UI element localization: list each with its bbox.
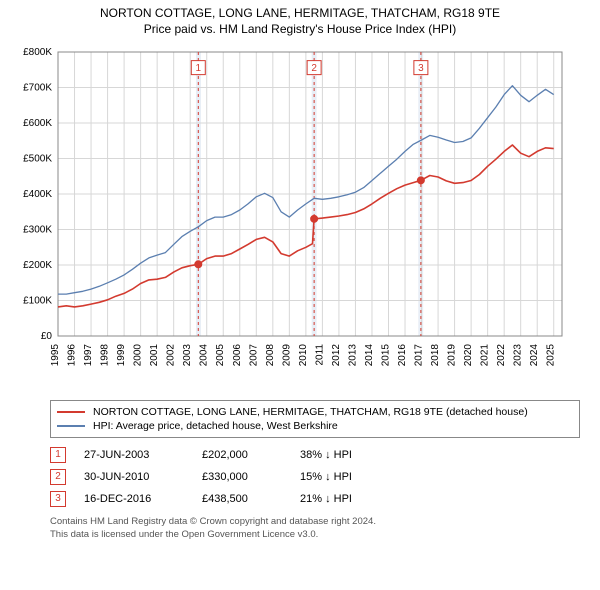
svg-text:2001: 2001 xyxy=(149,344,160,367)
svg-text:2012: 2012 xyxy=(331,344,342,367)
chart-title-line1: NORTON COTTAGE, LONG LANE, HERMITAGE, TH… xyxy=(10,6,590,20)
chart-title-line2: Price paid vs. HM Land Registry's House … xyxy=(10,22,590,36)
svg-text:1997: 1997 xyxy=(83,344,94,367)
event-delta: 15% ↓ HPI xyxy=(300,471,390,483)
chart-area: £0 £100K £200K £300K £400K £500K £600K £700K £80… xyxy=(10,42,590,392)
svg-text:2023: 2023 xyxy=(513,344,524,367)
svg-text:2011: 2011 xyxy=(314,344,325,366)
svg-text:2008: 2008 xyxy=(265,344,276,367)
event-date: 16-DEC-2016 xyxy=(84,493,184,505)
svg-text:2020: 2020 xyxy=(463,344,474,367)
legend-item: HPI: Average price, detached house, West… xyxy=(57,419,573,433)
svg-text:£800K: £800K xyxy=(23,47,52,58)
svg-text:2003: 2003 xyxy=(182,344,193,367)
svg-text:£400K: £400K xyxy=(23,189,52,200)
event-date: 27-JUN-2003 xyxy=(84,449,184,461)
svg-text:2024: 2024 xyxy=(529,344,540,367)
svg-text:2019: 2019 xyxy=(447,344,458,367)
event-row: 2 30-JUN-2010 £330,000 15% ↓ HPI xyxy=(50,466,580,488)
svg-text:£0: £0 xyxy=(41,331,53,342)
legend-item: NORTON COTTAGE, LONG LANE, HERMITAGE, TH… xyxy=(57,405,573,419)
svg-text:1999: 1999 xyxy=(116,344,127,367)
legend: NORTON COTTAGE, LONG LANE, HERMITAGE, TH… xyxy=(50,400,580,438)
svg-text:1998: 1998 xyxy=(100,344,111,367)
event-date: 30-JUN-2010 xyxy=(84,471,184,483)
event-marker: 2 xyxy=(50,469,66,485)
svg-text:2015: 2015 xyxy=(380,344,391,367)
footer-line-2: This data is licensed under the Open Gov… xyxy=(50,529,580,542)
legend-swatch xyxy=(57,425,85,427)
svg-text:2004: 2004 xyxy=(199,344,210,367)
footer-line-1: Contains HM Land Registry data © Crown c… xyxy=(50,516,580,529)
event-price: £438,500 xyxy=(202,493,282,505)
svg-text:£300K: £300K xyxy=(23,225,52,236)
svg-text:2: 2 xyxy=(311,63,317,74)
svg-text:2009: 2009 xyxy=(281,344,292,367)
event-marker: 1 xyxy=(50,447,66,463)
svg-text:2018: 2018 xyxy=(430,344,441,367)
event-delta: 38% ↓ HPI xyxy=(300,449,390,461)
svg-text:3: 3 xyxy=(418,63,424,74)
line-chart: £0 £100K £200K £300K £400K £500K £600K £700K £80… xyxy=(10,42,570,392)
event-row: 3 16-DEC-2016 £438,500 21% ↓ HPI xyxy=(50,488,580,510)
svg-text:2002: 2002 xyxy=(166,344,177,367)
event-price: £202,000 xyxy=(202,449,282,461)
events-table: 1 27-JUN-2003 £202,000 38% ↓ HPI 2 30-JUN-201… xyxy=(50,444,580,510)
svg-text:£600K: £600K xyxy=(23,118,52,129)
svg-text:2017: 2017 xyxy=(414,344,425,367)
event-price: £330,000 xyxy=(202,471,282,483)
svg-text:2010: 2010 xyxy=(298,344,309,367)
svg-text:2006: 2006 xyxy=(232,344,243,367)
svg-text:1996: 1996 xyxy=(67,344,78,367)
svg-text:£100K: £100K xyxy=(23,296,52,307)
svg-text:1995: 1995 xyxy=(50,344,61,367)
event-delta: 21% ↓ HPI xyxy=(300,493,390,505)
svg-text:2014: 2014 xyxy=(364,344,375,367)
svg-text:2000: 2000 xyxy=(133,344,144,367)
svg-text:2022: 2022 xyxy=(496,344,507,367)
svg-text:£500K: £500K xyxy=(23,154,52,165)
svg-text:2007: 2007 xyxy=(248,344,259,367)
svg-text:2021: 2021 xyxy=(480,344,491,367)
svg-text:2016: 2016 xyxy=(397,344,408,367)
legend-label: HPI: Average price, detached house, West… xyxy=(93,420,338,432)
svg-text:£200K: £200K xyxy=(23,260,52,271)
svg-text:2025: 2025 xyxy=(546,344,557,367)
svg-text:1: 1 xyxy=(196,63,202,74)
svg-text:2005: 2005 xyxy=(215,344,226,367)
event-row: 1 27-JUN-2003 £202,000 38% ↓ HPI xyxy=(50,444,580,466)
legend-label: NORTON COTTAGE, LONG LANE, HERMITAGE, TH… xyxy=(93,406,528,418)
legend-swatch xyxy=(57,411,85,413)
event-marker: 3 xyxy=(50,491,66,507)
svg-text:£700K: £700K xyxy=(23,83,52,94)
svg-text:2013: 2013 xyxy=(347,344,358,367)
